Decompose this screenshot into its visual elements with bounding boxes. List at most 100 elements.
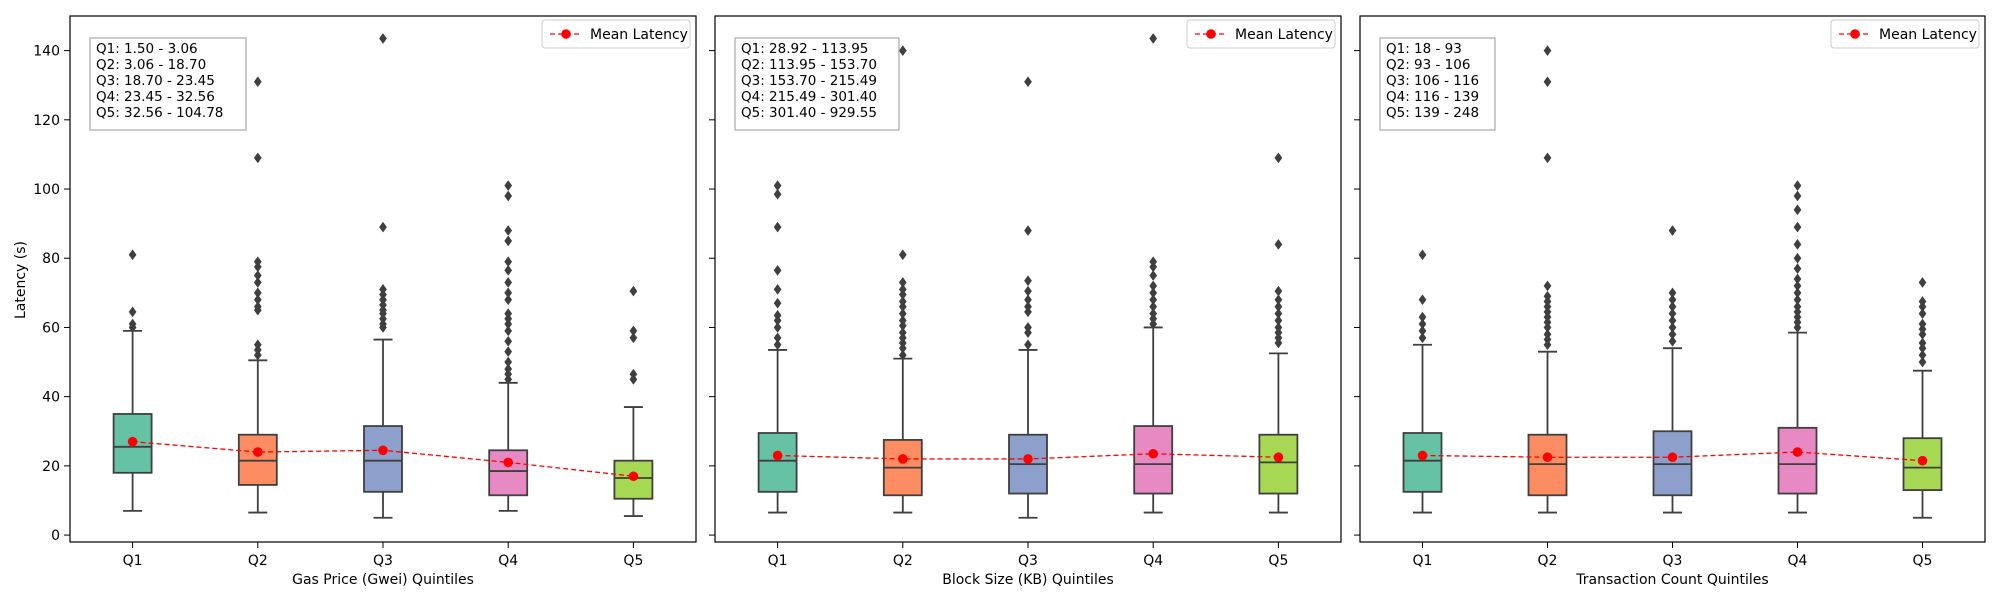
outlier-point: [379, 283, 387, 295]
range-box-line: Q1: 18 - 93: [1386, 41, 1462, 57]
outlier-point: [1793, 294, 1802, 306]
x-axis-label: Block Size (KB) Quintiles: [942, 572, 1114, 588]
outlier-point: [773, 332, 782, 344]
outlier-point: [1149, 294, 1158, 306]
outlier-point: [1793, 180, 1802, 191]
outlier-point: [1543, 280, 1552, 292]
box-q4: [1133, 425, 1174, 495]
y-tick-label: 80: [42, 251, 60, 267]
outlier-point: [1793, 190, 1802, 202]
legend-marker: [561, 29, 571, 39]
outlier-point: [1274, 301, 1283, 313]
outlier-point: [1149, 280, 1158, 292]
outlier-point: [128, 318, 137, 330]
outlier-point: [1793, 221, 1802, 233]
outlier-point: [898, 277, 907, 288]
outlier-point: [898, 283, 907, 295]
range-box-line: Q4: 23.45 - 32.56: [96, 89, 215, 105]
outlier-point: [1024, 275, 1032, 287]
outlier-point: [504, 346, 513, 358]
outlier-point: [1793, 287, 1802, 299]
outlier-point: [504, 225, 513, 236]
outlier-point: [1543, 45, 1552, 57]
x-tick-label: Q3: [373, 553, 393, 569]
outlier-point: [1543, 152, 1552, 164]
legend: Mean Latency: [1830, 19, 1980, 49]
subplot-2: Q1 Q2 Q3 Q4 Q5 Block Size (KB) Quintiles Q1: 2…: [709, 15, 1342, 588]
outlier-point: [898, 296, 907, 307]
mean-point: [1417, 450, 1428, 461]
x-tick-label: Q2: [893, 553, 913, 569]
mean-point: [503, 457, 513, 468]
outlier-point: [898, 308, 907, 320]
x-tick-label: Q2: [248, 553, 268, 569]
range-box-line: Q2: 113.95 - 153.70: [741, 57, 877, 73]
outlier-point: [1793, 301, 1802, 313]
outlier-point: [773, 297, 782, 309]
range-box-frame: [1379, 37, 1496, 131]
outlier-point: [1668, 328, 1677, 340]
outlier-point: [1418, 318, 1427, 330]
box-q1: [1402, 432, 1443, 493]
outlier-point: [1543, 290, 1552, 302]
range-box-line: Q2: 3.06 - 18.70: [96, 57, 206, 73]
y-tick-label: 0: [51, 528, 60, 544]
mean-point: [1917, 455, 1928, 466]
mean-point: [1023, 454, 1033, 464]
outlier-point: [1918, 349, 1927, 361]
subplot-3: Q1 Q2 Q3 Q4 Q5 Transaction Count Quintiles Q1:…: [1354, 15, 1986, 588]
box-q4: [1777, 426, 1818, 495]
outlier-point: [1418, 332, 1427, 344]
outlier-point: [1024, 301, 1032, 313]
mean-point: [127, 436, 138, 447]
outlier-point: [898, 45, 907, 57]
range-box-line: Q5: 301.40 - 929.55: [741, 105, 877, 121]
y-tick-label: 20: [42, 459, 60, 475]
outlier-point: [504, 356, 513, 368]
box-q1: [757, 432, 798, 493]
legend: Mean Latency: [541, 19, 691, 49]
x-tick-label: Q5: [1913, 553, 1933, 569]
box-q5: [1258, 433, 1299, 495]
outlier-point: [504, 363, 513, 375]
outlier-point: [1918, 277, 1927, 288]
outlier-point: [773, 309, 782, 321]
outlier-point: [898, 315, 907, 326]
outlier-point: [1918, 296, 1927, 307]
outlier-point: [253, 76, 262, 88]
subplot-1: 0 20 40 60 80 100 120 140 Q1 Q2 Q3 Q4 Q5 Gas Price (G…: [33, 15, 697, 588]
outlier-point: [773, 283, 782, 295]
outlier-point: [898, 349, 907, 361]
outlier-point: [1668, 315, 1677, 326]
legend: Mean Latency: [1186, 19, 1336, 49]
outlier-point: [1149, 33, 1158, 44]
outlier-point: [128, 249, 137, 261]
outlier-point: [1668, 308, 1677, 320]
outlier-point: [1668, 225, 1677, 236]
outlier-point: [1793, 204, 1802, 216]
outlier-point: [1149, 287, 1158, 299]
outlier-point: [1274, 285, 1283, 297]
outlier-point: [1793, 238, 1802, 250]
mean-point: [1792, 447, 1803, 457]
outlier-point: [629, 325, 638, 337]
outlier-point: [504, 190, 513, 202]
outlier-point: [1668, 335, 1677, 347]
mean-point: [252, 447, 263, 457]
outlier-point: [1418, 294, 1427, 306]
legend-label: Mean Latency: [590, 27, 688, 43]
outlier-point: [1793, 273, 1802, 285]
range-box-line: Q4: 215.49 - 301.40: [741, 89, 877, 105]
outlier-point: [1918, 308, 1927, 320]
outlier-point: [1274, 315, 1283, 326]
legend-frame: [1830, 19, 1980, 49]
range-box-frame: [89, 37, 247, 131]
outlier-point: [773, 264, 782, 276]
outlier-point: [1024, 76, 1032, 88]
outlier-point: [253, 287, 262, 299]
outlier-point: [1024, 294, 1032, 306]
range-box-line: Q2: 93 - 106: [1386, 57, 1470, 73]
mean-point: [1273, 452, 1284, 463]
range-box-line: Q3: 106 - 116: [1386, 73, 1479, 89]
outlier-point: [773, 188, 782, 200]
